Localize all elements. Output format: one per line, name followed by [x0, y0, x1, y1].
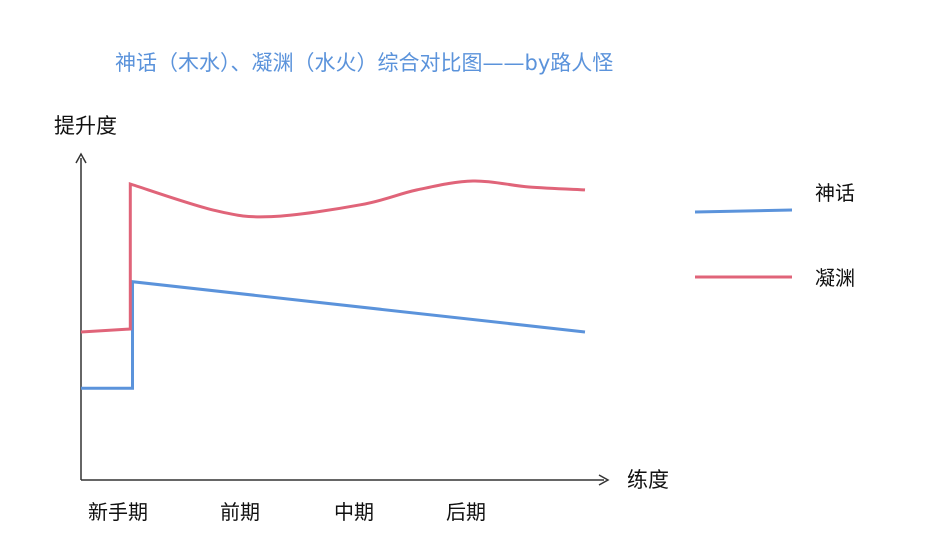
series-lines [80, 179, 586, 390]
chart-title: 神话（木水）、凝渊（水火）综合对比图——by路人怪 [115, 51, 613, 75]
x-tick-label: 新手期 [88, 500, 148, 524]
x-axis-label: 练度 [627, 468, 669, 492]
x-tick-label: 后期 [446, 500, 486, 524]
y-axis-arrow [75, 152, 87, 164]
series-line-1 [80, 179, 586, 334]
x-axis-arrow [598, 474, 610, 486]
series-line-0 [81, 280, 586, 390]
legend-label-0: 神话 [815, 181, 855, 205]
legend-label-1: 凝渊 [815, 266, 855, 290]
x-tick-label: 前期 [220, 500, 260, 524]
legend-swatch-0 [694, 208, 793, 214]
x-tick-labels: 新手期 前期 中期 后期 [88, 500, 486, 524]
y-axis-label: 提升度 [54, 114, 117, 138]
x-tick-label: 中期 [334, 500, 374, 524]
